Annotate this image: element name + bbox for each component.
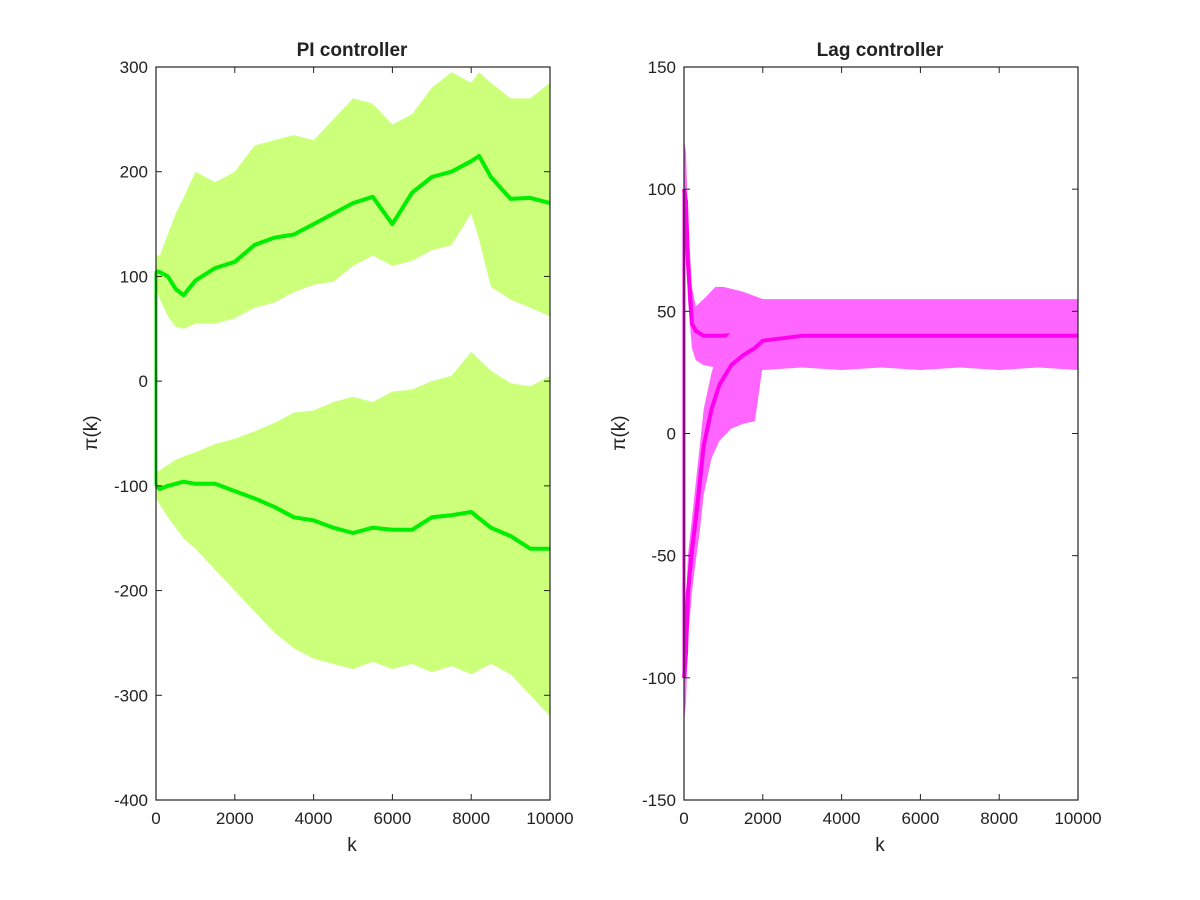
pi-chart-title: PI controller <box>297 40 408 61</box>
lag-y-tick-label: 150 <box>648 58 676 77</box>
lag-chart-title: Lag controller <box>817 40 944 61</box>
pi-x-tick-label: 6000 <box>373 809 411 828</box>
lag-x-tick-label: 6000 <box>901 809 939 828</box>
lag-x-tick-label: 4000 <box>823 809 861 828</box>
lag-y-tick-label: -100 <box>642 669 676 688</box>
lag-plot-area <box>682 140 1078 722</box>
pi-mean-line-2 <box>154 479 550 551</box>
lag-y-axis-label: π(k) <box>609 415 630 450</box>
lag-y-tick-label: 50 <box>657 302 676 321</box>
lag-y-tick-label: 0 <box>667 425 676 444</box>
pi-y-tick-label: 300 <box>120 58 148 77</box>
lag-band-2 <box>684 306 1078 722</box>
pi-y-tick-label: -200 <box>114 582 148 601</box>
pi-y-tick-label: 200 <box>120 163 148 182</box>
pi-y-axis-label: π(k) <box>81 415 102 450</box>
lag-controller-panel: 0 2000 4000 6000 8000 10000 150 100 50 0 -50 -100 -1… <box>609 40 1102 856</box>
lag-x-tick-label: 10000 <box>1054 809 1101 828</box>
lag-x-tick-label: 0 <box>679 809 688 828</box>
pi-y-tick-label: 0 <box>139 372 148 391</box>
lag-x-axis-label: k <box>875 835 885 856</box>
lag-x-tick-label: 2000 <box>744 809 782 828</box>
pi-y-tick-label: -400 <box>114 791 148 810</box>
lag-y-tick-label: -150 <box>642 791 676 810</box>
pi-x-axis-label: k <box>347 835 357 856</box>
pi-controller-panel: 0 2000 4000 6000 8000 10000 300 200 100 0 -100 -200… <box>81 40 574 856</box>
pi-x-tick-label: 10000 <box>526 809 573 828</box>
pi-mean-line-1 <box>155 154 551 298</box>
pi-axes: 0 2000 4000 6000 8000 10000 300 200 100 0 -100 -200… <box>114 58 574 828</box>
lag-mean-line-2 <box>682 333 1078 678</box>
pi-band-1 <box>156 72 550 329</box>
lag-x-tick-label: 8000 <box>980 809 1018 828</box>
pi-plot-area <box>154 72 551 717</box>
lag-y-tick-label: -50 <box>651 547 676 566</box>
pi-y-tick-label: -100 <box>114 477 148 496</box>
pi-y-tick-label: -300 <box>114 686 148 705</box>
pi-x-tick-label: 8000 <box>452 809 490 828</box>
pi-axes-box <box>155 66 551 801</box>
pi-x-tick-label: 4000 <box>295 809 333 828</box>
lag-axes-box <box>683 66 1079 801</box>
pi-x-tick-label: 0 <box>151 809 160 828</box>
pi-x-tick-label: 2000 <box>216 809 254 828</box>
lag-axes: 0 2000 4000 6000 8000 10000 150 100 50 0 -50 -100 -1… <box>642 58 1102 828</box>
pi-y-tick-label: 100 <box>120 267 148 286</box>
lag-y-tick-label: 100 <box>648 180 676 199</box>
